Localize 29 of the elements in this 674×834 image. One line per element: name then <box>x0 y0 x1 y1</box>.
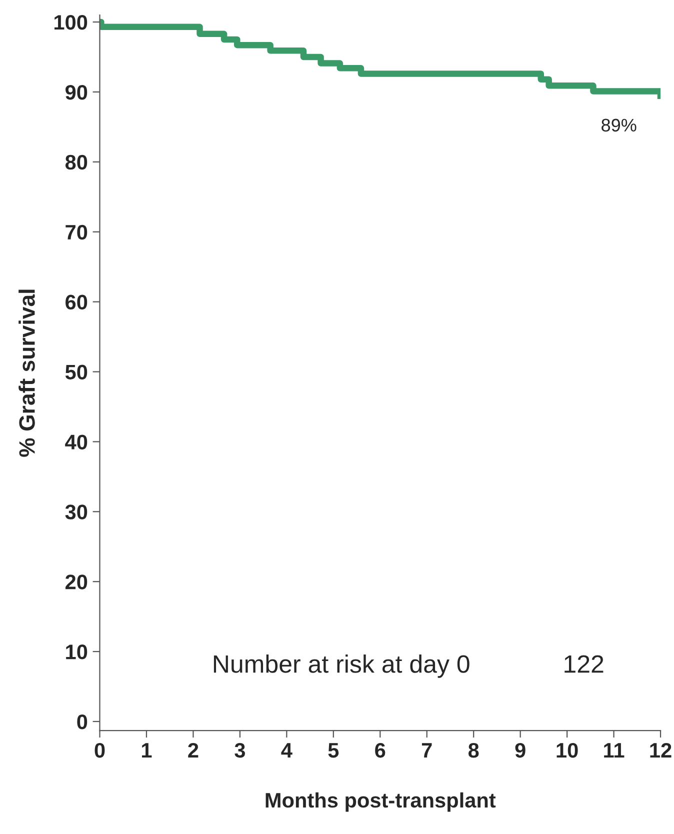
y-tick-label: 10 <box>66 644 88 660</box>
y-tick-label: 90 <box>66 84 88 100</box>
x-tick-label: 5 <box>328 743 339 758</box>
y-tick-label: 30 <box>65 504 88 520</box>
x-tick-label: 3 <box>234 742 245 758</box>
y-tick-label: 70 <box>66 224 88 240</box>
y-tick-label: 100 <box>54 15 88 30</box>
x-tick-label: 9 <box>515 742 526 758</box>
y-tick-label: 80 <box>65 154 88 170</box>
y-tick-label: 20 <box>66 574 88 590</box>
x-tick-label: 8 <box>468 742 479 758</box>
x-tick-label: 2 <box>188 742 198 758</box>
y-axis-title: % Graft survival <box>18 290 35 457</box>
x-tick-label: 10 <box>556 742 578 758</box>
x-tick-label: 0 <box>94 742 105 758</box>
y-tick-label: 40 <box>65 434 88 450</box>
x-tick-label: 4 <box>281 743 292 758</box>
x-tick-label: 11 <box>604 743 624 758</box>
y-tick-label: 50 <box>65 364 88 380</box>
x-axis-title: Months post-transplant <box>266 792 496 812</box>
y-tick-label: 0 <box>77 714 88 730</box>
annotation: 122 <box>564 655 604 673</box>
annotation: 89% <box>602 118 636 132</box>
annotation: Number at risk at day 0 <box>214 654 470 678</box>
x-tick-label: 12 <box>650 742 672 758</box>
x-tick-label: 6 <box>375 742 386 758</box>
y-tick-label: 60 <box>66 294 88 310</box>
x-tick-label: 7 <box>422 743 432 758</box>
x-tick-label: 1 <box>142 743 152 758</box>
